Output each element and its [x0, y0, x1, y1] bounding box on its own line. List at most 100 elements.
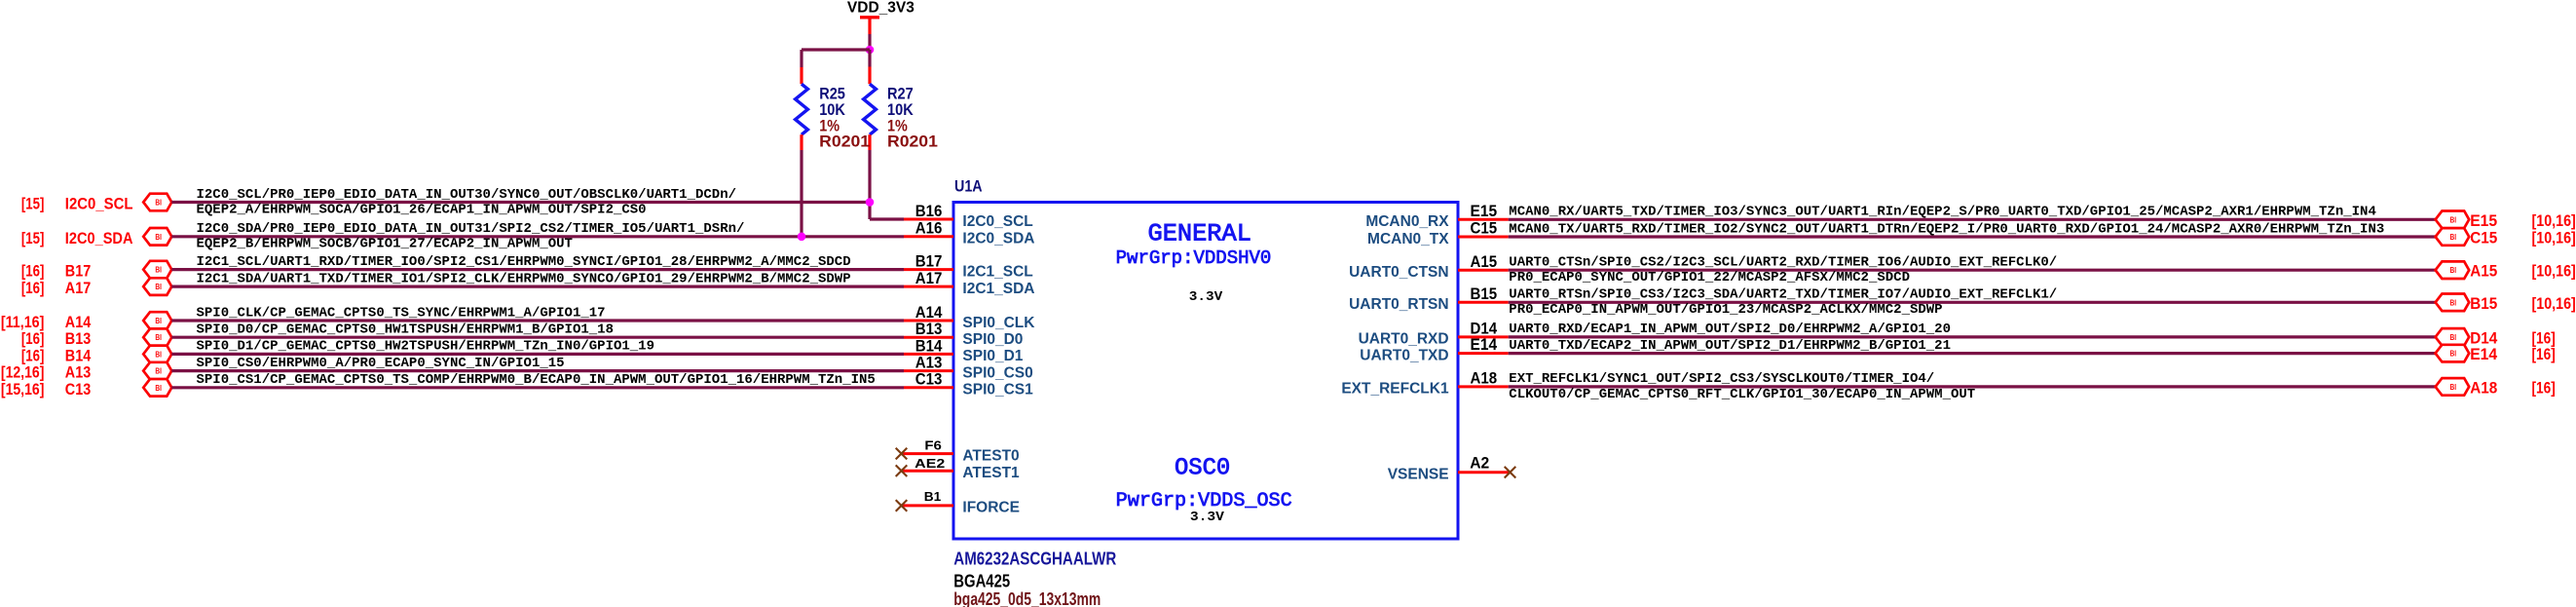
svg-text:UART0_RXD: UART0_RXD — [1359, 331, 1449, 348]
svg-text:B1: B1 — [924, 489, 942, 504]
svg-text:A17: A17 — [65, 279, 91, 297]
svg-text:[16]: [16] — [21, 346, 45, 364]
svg-text:I2C0_SDA: I2C0_SDA — [962, 231, 1034, 247]
svg-text:E14: E14 — [2470, 345, 2498, 363]
svg-text:UART0_CTSN: UART0_CTSN — [1349, 264, 1448, 281]
svg-text:[16]: [16] — [21, 279, 45, 297]
svg-text:BI: BI — [155, 332, 162, 342]
svg-text:SPI0_CS0: SPI0_CS0 — [962, 364, 1032, 381]
svg-text:BI: BI — [2450, 232, 2457, 242]
svg-text:BI: BI — [2450, 214, 2457, 224]
svg-text:VSENSE: VSENSE — [1388, 467, 1449, 483]
svg-text:bga425_0d5_13x13mm: bga425_0d5_13x13mm — [953, 589, 1101, 607]
svg-text:I2C0_SCL: I2C0_SCL — [962, 213, 1032, 230]
svg-text:SPI0_D1/CP_GEMAC_CPTS0_HW2TSPU: SPI0_D1/CP_GEMAC_CPTS0_HW2TSPUSH/EHRPWM_… — [197, 339, 654, 355]
svg-text:B14: B14 — [65, 346, 92, 364]
svg-text:MCAN0_TX/UART5_RXD/TIMER_IO2/S: MCAN0_TX/UART5_RXD/TIMER_IO2/SYNC2_OUT/U… — [1509, 221, 2384, 237]
svg-text:A14: A14 — [915, 303, 943, 322]
svg-text:BI: BI — [155, 232, 162, 242]
svg-text:E15: E15 — [2470, 211, 2497, 230]
svg-text:UART0_RXD/ECAP1_IN_APWM_OUT/SP: UART0_RXD/ECAP1_IN_APWM_OUT/SPI2_D0/EHRP… — [1509, 322, 1951, 337]
svg-text:AM6232ASCGHAALWR: AM6232ASCGHAALWR — [953, 549, 1116, 568]
svg-text:B13: B13 — [915, 320, 943, 338]
svg-text:BI: BI — [155, 265, 162, 275]
svg-text:I2C1_SCL: I2C1_SCL — [962, 263, 1032, 280]
svg-text:3.3V: 3.3V — [1190, 510, 1225, 525]
svg-text:B16: B16 — [915, 202, 943, 220]
svg-text:[10,16]: [10,16] — [2532, 262, 2576, 281]
svg-text:R0201: R0201 — [887, 133, 938, 151]
svg-text:BI: BI — [2450, 382, 2457, 392]
svg-text:UART0_CTSn/SPI0_CS2/I2C3_SCL/U: UART0_CTSn/SPI0_CS2/I2C3_SCL/UART2_RXD/T… — [1509, 255, 2057, 271]
svg-text:R27: R27 — [887, 85, 914, 103]
svg-text:A17: A17 — [915, 269, 943, 287]
svg-text:I2C1_SDA/UART1_TXD/TIMER_IO1/S: I2C1_SDA/UART1_TXD/TIMER_IO1/SPI2_CLK/EH… — [197, 271, 851, 286]
svg-text:B15: B15 — [1471, 285, 1498, 303]
svg-text:OSC0: OSC0 — [1175, 456, 1230, 482]
svg-text:[11,16]: [11,16] — [1, 313, 45, 331]
svg-text:A18: A18 — [1471, 369, 1498, 388]
svg-text:SPI0_D0: SPI0_D0 — [962, 331, 1023, 348]
svg-text:MCAN0_RX: MCAN0_RX — [1365, 213, 1449, 230]
svg-text:EXT_REFCLK1: EXT_REFCLK1 — [1341, 381, 1449, 398]
svg-text:B13: B13 — [65, 329, 91, 348]
svg-text:BI: BI — [2450, 332, 2457, 342]
svg-text:3.3V: 3.3V — [1189, 289, 1223, 305]
svg-text:10K: 10K — [819, 100, 845, 119]
svg-text:I2C0_SDA: I2C0_SDA — [65, 229, 133, 247]
svg-text:SPI0_D1: SPI0_D1 — [962, 348, 1023, 364]
svg-text:I2C1_SCL/UART1_RXD/TIMER_IO0/S: I2C1_SCL/UART1_RXD/TIMER_IO0/SPI2_CS1/EH… — [197, 254, 851, 270]
svg-text:MCAN0_TX: MCAN0_TX — [1367, 231, 1449, 247]
svg-text:R0201: R0201 — [819, 133, 870, 151]
svg-text:UART0_TXD: UART0_TXD — [1360, 347, 1448, 363]
svg-text:EXT_REFCLK1/SYNC1_OUT/SPI2_CS3: EXT_REFCLK1/SYNC1_OUT/SPI2_CS3/SYSCLKOUT… — [1509, 371, 1934, 387]
svg-text:SPI0_CS1: SPI0_CS1 — [962, 382, 1033, 398]
svg-text:BGA425: BGA425 — [953, 571, 1010, 590]
svg-text:I2C0_SCL/PR0_IEP0_EDIO_DATA_IN: I2C0_SCL/PR0_IEP0_EDIO_DATA_IN_OUT30/SYN… — [197, 187, 737, 203]
svg-text:PwrGrp:VDDSHV0: PwrGrp:VDDSHV0 — [1116, 247, 1272, 269]
svg-text:1%: 1% — [819, 116, 840, 134]
svg-text:C15: C15 — [1471, 219, 1498, 238]
svg-text:EQEP2_A/EHRPWM_SOCA/GPIO1_26/E: EQEP2_A/EHRPWM_SOCA/GPIO1_26/ECAP1_IN_AP… — [197, 202, 647, 217]
svg-text:10K: 10K — [887, 100, 914, 119]
svg-text:B17: B17 — [915, 252, 943, 271]
svg-text:UART0_RTSN: UART0_RTSN — [1349, 296, 1448, 313]
svg-text:A18: A18 — [2470, 378, 2497, 397]
svg-text:E15: E15 — [1471, 202, 1498, 220]
svg-text:C13: C13 — [65, 380, 91, 398]
svg-text:SPI0_CS1/CP_GEMAC_CPTS0_TS_COM: SPI0_CS1/CP_GEMAC_CPTS0_TS_COMP/EHRPWM0_… — [197, 372, 876, 388]
svg-text:A14: A14 — [65, 313, 92, 331]
svg-text:U1A: U1A — [954, 177, 983, 195]
svg-text:BI: BI — [155, 282, 162, 291]
svg-text:SPI0_CS0/EHRPWM0_A/PR0_ECAP0_S: SPI0_CS0/EHRPWM0_A/PR0_ECAP0_SYNC_IN/GPI… — [197, 356, 565, 371]
svg-text:IFORCE: IFORCE — [962, 500, 1020, 516]
svg-text:AE2: AE2 — [915, 456, 945, 471]
svg-text:[10,16]: [10,16] — [2532, 229, 2576, 247]
svg-text:[16]: [16] — [2532, 345, 2556, 363]
svg-text:[16]: [16] — [21, 329, 45, 348]
svg-text:MCAN0_RX/UART5_TXD/TIMER_IO3/S: MCAN0_RX/UART5_TXD/TIMER_IO3/SYNC3_OUT/U… — [1509, 205, 2376, 220]
svg-text:A15: A15 — [2470, 262, 2497, 281]
svg-text:A13: A13 — [915, 354, 943, 372]
svg-text:EQEP2_B/EHRPWM_SOCB/GPIO1_27/E: EQEP2_B/EHRPWM_SOCB/GPIO1_27/ECAP2_IN_AP… — [197, 237, 573, 252]
svg-text:I2C0_SDA/PR0_IEP0_EDIO_DATA_IN: I2C0_SDA/PR0_IEP0_EDIO_DATA_IN_OUT31/SPI… — [197, 221, 745, 237]
svg-text:[15]: [15] — [21, 195, 45, 213]
svg-text:F6: F6 — [924, 438, 942, 453]
svg-text:BI: BI — [155, 316, 162, 325]
svg-text:VDD_3V3: VDD_3V3 — [847, 0, 915, 17]
svg-text:D14: D14 — [1471, 320, 1498, 338]
svg-text:[10,16]: [10,16] — [2532, 294, 2576, 313]
svg-text:B15: B15 — [2470, 294, 2497, 313]
svg-text:A16: A16 — [915, 219, 943, 238]
svg-text:R25: R25 — [819, 85, 845, 103]
svg-text:BI: BI — [155, 349, 162, 359]
svg-text:[16]: [16] — [2532, 328, 2556, 347]
svg-text:PwrGrp:VDDS_OSC: PwrGrp:VDDS_OSC — [1116, 490, 1292, 512]
svg-text:ATEST1: ATEST1 — [962, 465, 1020, 481]
svg-text:[12,16]: [12,16] — [1, 363, 45, 382]
svg-text:D14: D14 — [2470, 328, 2497, 347]
svg-text:A13: A13 — [65, 363, 91, 382]
svg-text:BI: BI — [2450, 349, 2457, 359]
svg-text:BI: BI — [2450, 265, 2457, 275]
svg-text:A15: A15 — [1471, 252, 1498, 271]
